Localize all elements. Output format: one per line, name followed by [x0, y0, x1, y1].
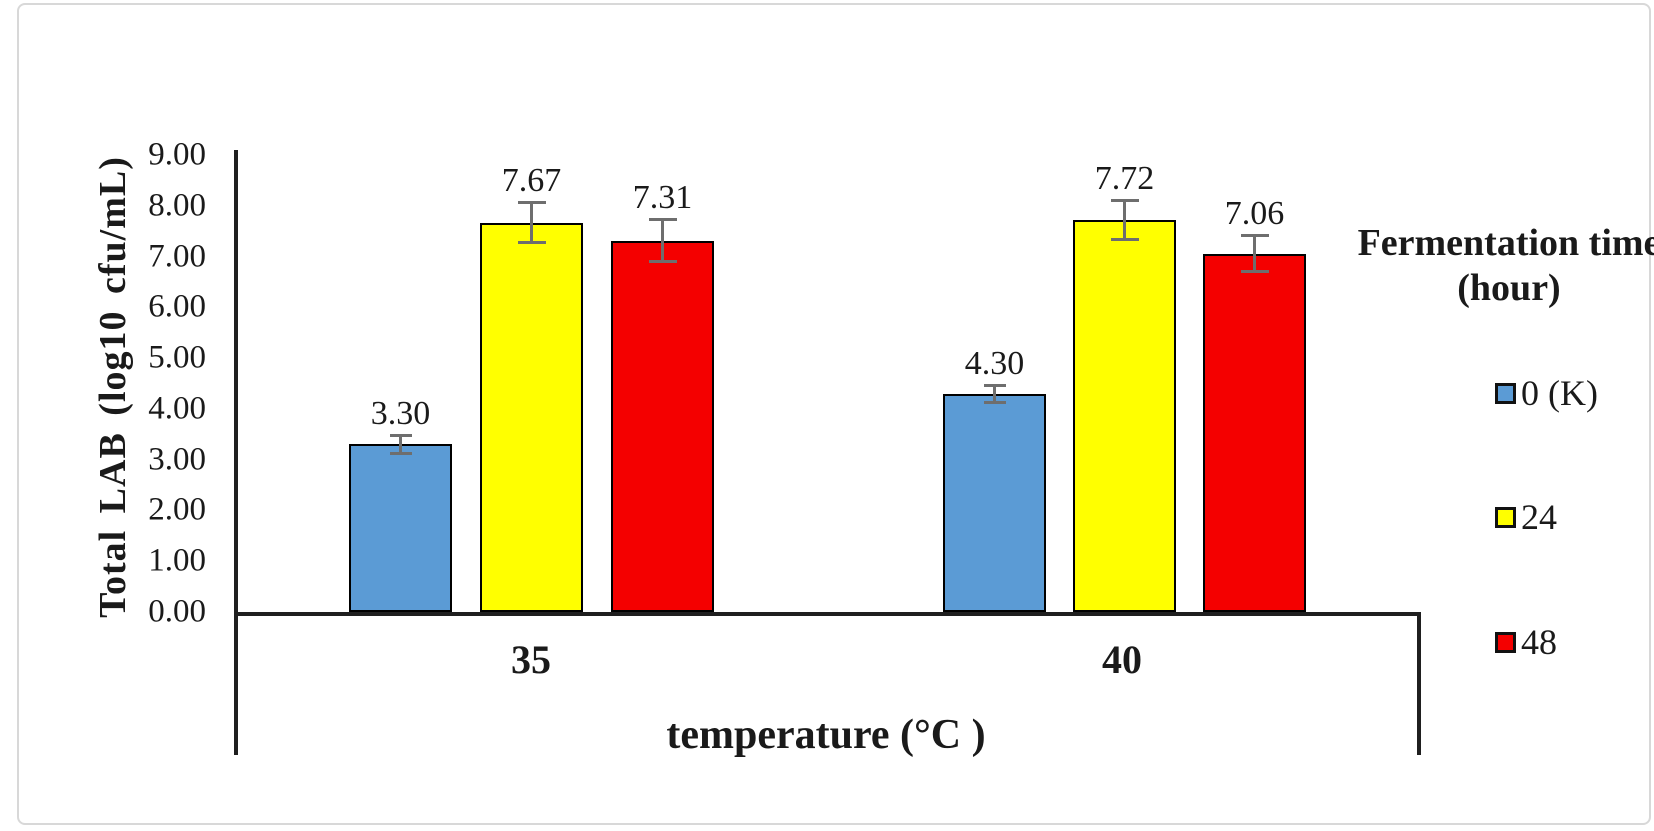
bar-40-series-1	[1073, 219, 1176, 612]
error-bar-line	[399, 435, 402, 454]
legend-item-label: 24	[1521, 497, 1557, 537]
error-bar-line	[993, 384, 996, 403]
error-bar-cap-top	[517, 200, 546, 204]
bar-35-series-1	[480, 222, 583, 612]
y-tick-label: 1.00	[148, 542, 206, 579]
error-bar-line	[661, 219, 664, 263]
error-bar-cap-top	[648, 218, 677, 222]
y-axis-line	[234, 150, 238, 755]
error-bar-line	[530, 201, 533, 244]
y-tick-label: 4.00	[148, 390, 206, 427]
y-tick-label: 7.00	[148, 238, 206, 275]
y-tick-label: 8.00	[148, 187, 206, 224]
error-bar-cap-bottom	[517, 241, 546, 245]
x-axis-line	[234, 612, 1421, 616]
y-tick-label: 6.00	[148, 288, 206, 325]
figure-card: Total LAB (log10 cfu/mL) temperature (°C…	[17, 3, 1654, 825]
legend-item-series-2: 48	[1495, 624, 1557, 660]
error-bar-cap-top	[389, 434, 412, 438]
bar-40-series-2	[1203, 253, 1306, 612]
y-tick-label: 0.00	[148, 593, 206, 630]
error-bar-cap-bottom	[983, 400, 1006, 404]
y-tick-label: 3.00	[148, 441, 206, 478]
error-bar-cap-bottom	[1240, 270, 1269, 274]
bar-value-label: 3.30	[370, 395, 431, 433]
error-bar-cap-bottom	[648, 260, 677, 264]
bar-value-label: 7.67	[501, 161, 562, 199]
legend-item-label: 48	[1521, 622, 1557, 662]
y-tick-label: 5.00	[148, 339, 206, 376]
bar-35-series-2	[611, 240, 714, 612]
legend-item-series-1: 24	[1495, 499, 1557, 535]
x-category-label-35: 35	[511, 637, 551, 682]
bar-40-series-0	[943, 393, 1046, 612]
bar-value-label: 7.06	[1224, 194, 1285, 232]
x-category-label-40: 40	[1102, 637, 1142, 682]
legend-item-label: 0 (K)	[1521, 373, 1598, 413]
legend-item-series-0: 0 (K)	[1495, 375, 1598, 411]
bar-value-label: 7.31	[632, 179, 693, 217]
error-bar-cap-top	[1240, 233, 1269, 237]
legend-swatch-icon	[1495, 382, 1516, 404]
y-tick-label: 2.00	[148, 491, 206, 528]
legend-title: Fermentation time (hour)	[1357, 222, 1654, 309]
y-tick-label: 9.00	[148, 136, 206, 173]
axis-right-border-line	[1417, 612, 1421, 755]
error-bar-cap-top	[1110, 198, 1139, 202]
error-bar-line	[1123, 199, 1126, 241]
x-axis-title: temperature (°C )	[666, 712, 986, 758]
bar-value-label: 4.30	[964, 344, 1025, 382]
error-bar-line	[1253, 234, 1256, 273]
error-bar-cap-top	[983, 383, 1006, 387]
error-bar-cap-bottom	[389, 451, 412, 455]
legend-swatch-icon	[1495, 631, 1516, 653]
bar-value-label: 7.72	[1094, 159, 1155, 197]
bar-35-series-0	[349, 444, 452, 612]
legend-swatch-icon	[1495, 506, 1516, 528]
error-bar-cap-bottom	[1110, 238, 1139, 242]
